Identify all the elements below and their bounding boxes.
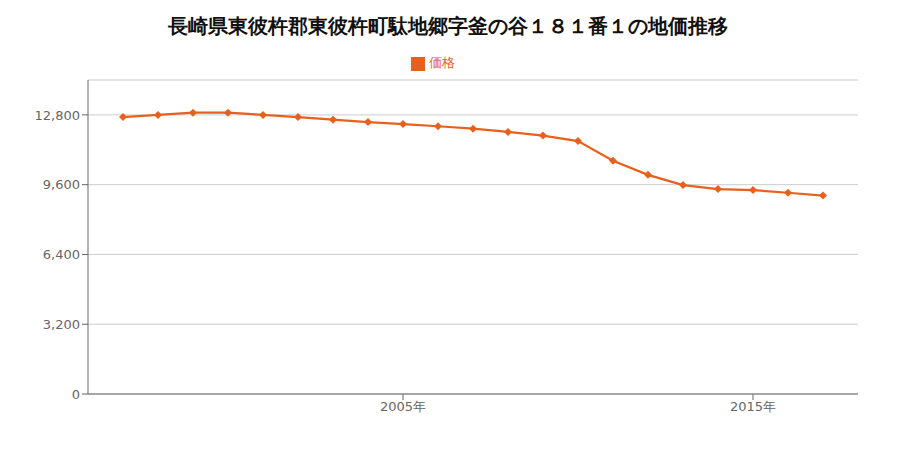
svg-text:6,400: 6,400 <box>43 247 80 262</box>
svg-text:9,600: 9,600 <box>43 177 80 192</box>
svg-text:0: 0 <box>72 387 80 402</box>
svg-text:2005年: 2005年 <box>380 399 426 414</box>
html-text:長崎県東彼杵郡東彼杵町駄地郷字釜の谷１８１番１の地価推移: 長崎県東彼杵郡東彼杵町駄地郷字釜の谷１８１番１の地価推移 <box>168 14 728 38</box>
svg-text:12,800: 12,800 <box>35 108 81 123</box>
svg-text:3,200: 3,200 <box>43 317 80 332</box>
html-text:価格: 価格 <box>429 55 455 70</box>
svg-text:2015年: 2015年 <box>730 399 776 414</box>
